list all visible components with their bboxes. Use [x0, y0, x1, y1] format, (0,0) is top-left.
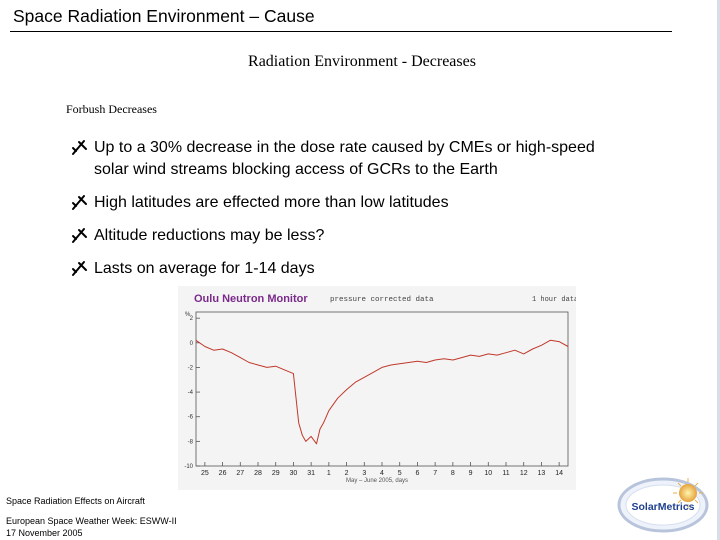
x-tick-label: 30: [290, 470, 298, 477]
x-tick-label: 7: [433, 470, 437, 477]
y-tick-label: 0: [190, 341, 194, 347]
y-tick-label: -10: [184, 464, 193, 470]
y-tick-label: 2: [190, 316, 194, 322]
x-tick-label: 26: [219, 470, 227, 477]
solarmetrics-logo: SolarMetrics: [616, 472, 712, 534]
logo-graphic: SolarMetrics: [617, 477, 709, 533]
bullet-text: Altitude reductions may be less?: [94, 227, 325, 244]
x-tick-label: 11: [502, 470, 509, 477]
slide-subtitle: Radiation Environment - Decreases: [248, 53, 476, 70]
airplane-icon: [72, 140, 87, 155]
footer-line-3: 17 November 2005: [6, 528, 83, 538]
y-tick-label: -4: [188, 390, 194, 396]
x-tick-label: 5: [398, 470, 402, 477]
x-tick-label: 29: [272, 470, 280, 477]
plot-frame: [195, 311, 569, 467]
bullet-text: Up to a 30% decrease in the dose rate ca…: [94, 139, 595, 178]
x-tick-label: 9: [469, 470, 473, 477]
bullet-list: Up to a 30% decrease in the dose rate ca…: [70, 137, 630, 280]
x-tick-label: 13: [538, 470, 546, 477]
y-tick-label: -6: [188, 415, 194, 421]
bullet-text: Lasts on average for 1-14 days: [94, 260, 315, 277]
x-axis-label: May – June 2005, days: [346, 478, 408, 484]
bullet-text: High latitudes are effected more than lo…: [94, 194, 449, 211]
x-tick-label: 6: [415, 470, 419, 477]
y-axis-label: %: [185, 312, 191, 318]
chart-title: Oulu Neutron Monitor: [194, 293, 308, 305]
airplane-icon: [72, 195, 87, 210]
x-tick-label: 3: [362, 470, 366, 477]
footer-line-2: European Space Weather Week: ESWW-II: [6, 516, 177, 526]
bullet-item: Up to a 30% decrease in the dose rate ca…: [70, 137, 630, 181]
y-tick-label: -8: [188, 439, 194, 445]
series-line: [195, 339, 569, 445]
x-tick-label: 31: [307, 470, 315, 477]
airplane-icon: [72, 228, 87, 243]
x-tick-label: 8: [451, 470, 455, 477]
chart-series: [195, 339, 569, 445]
x-tick-label: 14: [555, 470, 563, 477]
x-tick-label: 4: [380, 470, 384, 477]
x-tick-label: 25: [201, 470, 209, 477]
x-tick-label: 12: [520, 470, 528, 477]
section-heading: Forbush Decreases: [66, 102, 157, 116]
neutron-monitor-chart: Oulu Neutron Monitor pressure corrected …: [178, 286, 576, 490]
header-divider: [10, 31, 672, 32]
bullet-item: Altitude reductions may be less?: [70, 225, 630, 247]
x-tick-label: 28: [254, 470, 262, 477]
x-tick-label: 2: [345, 470, 349, 477]
footer-line-1: Space Radiation Effects on Aircraft: [6, 496, 145, 506]
chart-note: 1 hour data: [532, 296, 576, 304]
x-tick-label: 1: [327, 470, 331, 477]
bullet-item: High latitudes are effected more than lo…: [70, 192, 630, 214]
x-tick-label: 27: [236, 470, 244, 477]
chart-subtitle: pressure corrected data: [330, 296, 434, 304]
chart-svg: Oulu Neutron Monitor pressure corrected …: [184, 293, 576, 484]
x-tick-label: 10: [484, 470, 492, 477]
bullet-item: Lasts on average for 1-14 days: [70, 258, 630, 280]
logo-text: SolarMetrics: [631, 501, 694, 513]
slide-header-title: Space Radiation Environment – Cause: [13, 6, 315, 26]
airplane-icon: [72, 261, 87, 276]
y-tick-label: -2: [188, 365, 194, 371]
slide-edge: [717, 0, 720, 540]
